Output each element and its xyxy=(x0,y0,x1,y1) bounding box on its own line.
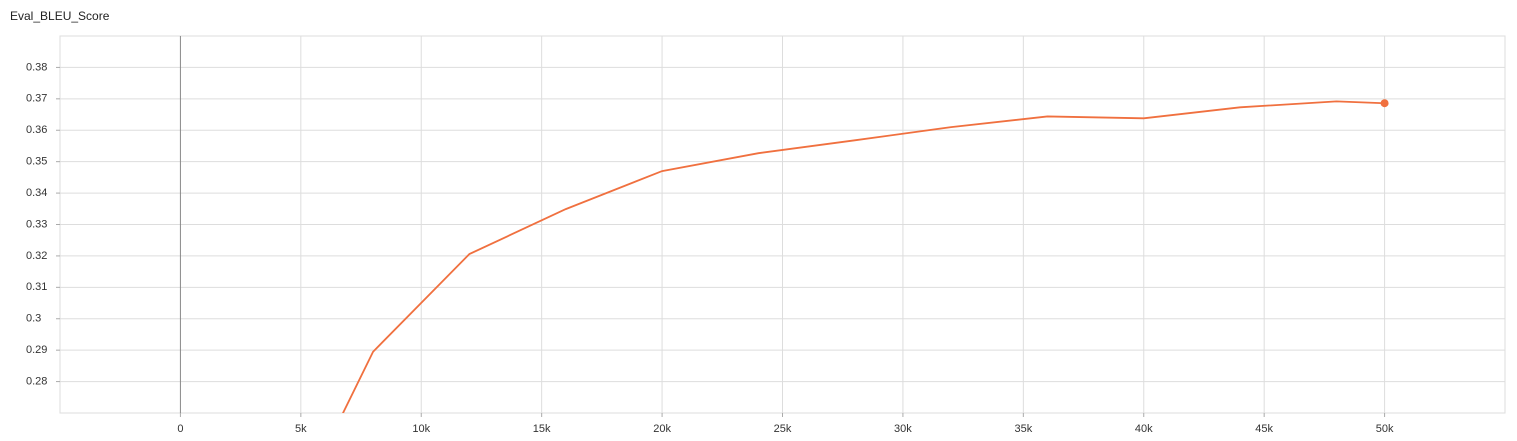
x-tick-label: 20k xyxy=(653,423,671,435)
x-tick-label: 15k xyxy=(533,423,551,435)
x-tick-label: 30k xyxy=(894,423,912,435)
x-tick-label: 5k xyxy=(295,423,307,435)
y-tick-label: 0.3 xyxy=(26,313,41,325)
series-line xyxy=(342,100,1385,413)
last-point xyxy=(1380,99,1389,108)
chart-title: Eval_BLEU_Score xyxy=(10,9,110,23)
x-tick-label: 50k xyxy=(1376,423,1394,435)
y-tick-label: 0.34 xyxy=(26,187,47,199)
x-tick-label: 10k xyxy=(412,423,430,435)
x-tick-label: 45k xyxy=(1255,423,1273,435)
y-tick-label: 0.38 xyxy=(26,61,47,73)
x-tick-label: 35k xyxy=(1014,423,1032,435)
x-tick-label: 40k xyxy=(1135,423,1153,435)
y-tick-label: 0.32 xyxy=(26,250,47,262)
y-tick-label: 0.36 xyxy=(26,124,47,136)
y-tick-label: 0.33 xyxy=(26,218,47,230)
y-tick-label: 0.29 xyxy=(26,344,47,356)
y-tick-label: 0.35 xyxy=(26,156,47,168)
y-tick-label: 0.37 xyxy=(26,93,47,105)
x-tick-label: 0 xyxy=(177,423,183,435)
y-tick-label: 0.28 xyxy=(26,375,47,387)
x-tick-label: 25k xyxy=(774,423,792,435)
y-tick-label: 0.31 xyxy=(26,281,47,293)
